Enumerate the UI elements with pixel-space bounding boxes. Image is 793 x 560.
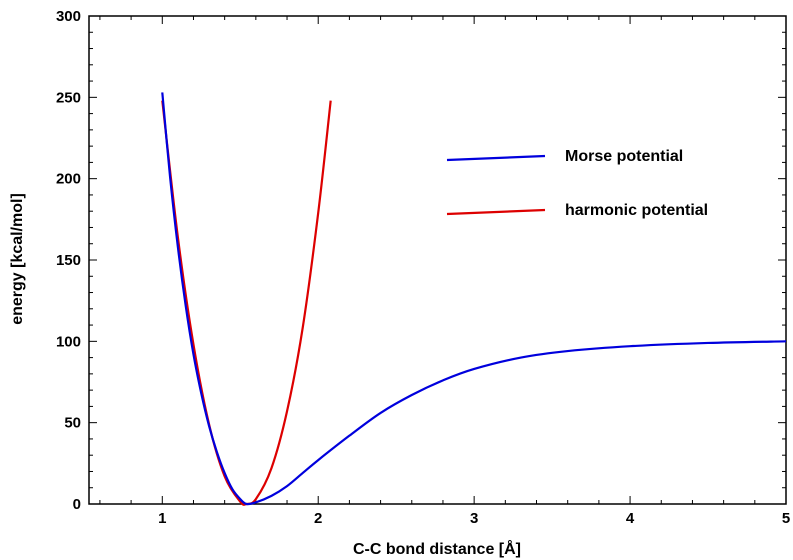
plot-frame xyxy=(88,15,787,505)
x-tick-label: 4 xyxy=(626,510,635,527)
legend-label-harmonic-potential: harmonic potential xyxy=(565,202,708,219)
x-tick-label: 5 xyxy=(782,510,790,527)
axis-ticks xyxy=(89,15,787,505)
legend-label-morse-potential: Morse potential xyxy=(565,148,683,165)
series-harmonic-potential-line xyxy=(161,100,332,506)
y-tick-label: 200 xyxy=(56,171,81,188)
y-tick-label: 50 xyxy=(64,415,81,432)
y-tick-label: 150 xyxy=(56,252,81,269)
y-tick-label: 300 xyxy=(56,8,81,25)
legend-swatch-morse-potential xyxy=(446,154,546,162)
y-tick-label: 0 xyxy=(73,496,81,513)
legend-swatch-harmonic-potential xyxy=(446,208,546,216)
series-morse-potential-line xyxy=(161,92,787,506)
x-axis-label: C-C bond distance [Å] xyxy=(353,539,521,558)
x-tick-label: 2 xyxy=(314,510,322,527)
series-layer xyxy=(161,92,787,506)
x-tick-label: 1 xyxy=(158,510,166,527)
y-tick-label: 100 xyxy=(56,333,81,350)
x-tick-label: 3 xyxy=(470,510,478,527)
y-axis-label: energy [kcal/mol] xyxy=(9,193,26,325)
y-tick-label: 250 xyxy=(56,89,81,106)
legend: Morse potential harmonic potential xyxy=(446,148,708,219)
